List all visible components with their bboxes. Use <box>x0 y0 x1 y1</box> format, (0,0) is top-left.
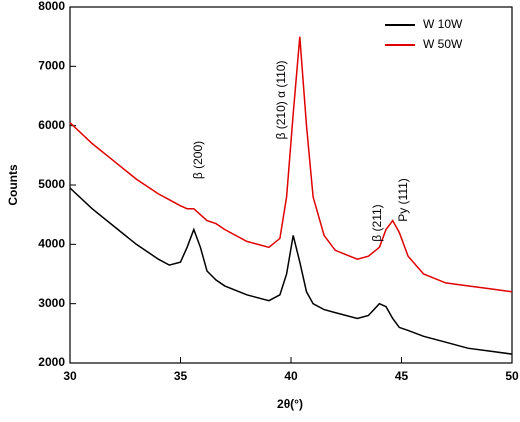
x-tick-label: 50 <box>505 369 519 383</box>
data-line <box>69 36 513 293</box>
legend-label: W 50W <box>423 37 463 51</box>
x-tick-label: 30 <box>63 369 77 383</box>
y-tick-label: 8000 <box>38 0 65 13</box>
legend-label: W 10W <box>423 17 463 31</box>
y-tick-label: 2000 <box>38 355 65 369</box>
annotation: β (200) <box>191 141 205 179</box>
annotation: β (211) <box>370 204 384 241</box>
annotation: Py (111) <box>396 178 410 222</box>
plot-frame <box>69 6 513 364</box>
y-tick-label: 4000 <box>38 237 65 251</box>
data-line <box>69 187 513 355</box>
y-tick-label: 3000 <box>38 296 65 310</box>
y-tick-label: 5000 <box>38 177 65 191</box>
y-tick-label: 7000 <box>38 59 65 73</box>
x-tick-label: 40 <box>284 369 298 383</box>
x-tick-label: 45 <box>395 369 409 383</box>
y-tick-label: 6000 <box>38 118 65 132</box>
x-axis-label: 2θ(°) <box>277 397 303 411</box>
annotation: β (210) α (110) <box>274 61 288 140</box>
x-tick-label: 35 <box>174 369 188 383</box>
y-axis-label: Counts <box>6 164 20 206</box>
